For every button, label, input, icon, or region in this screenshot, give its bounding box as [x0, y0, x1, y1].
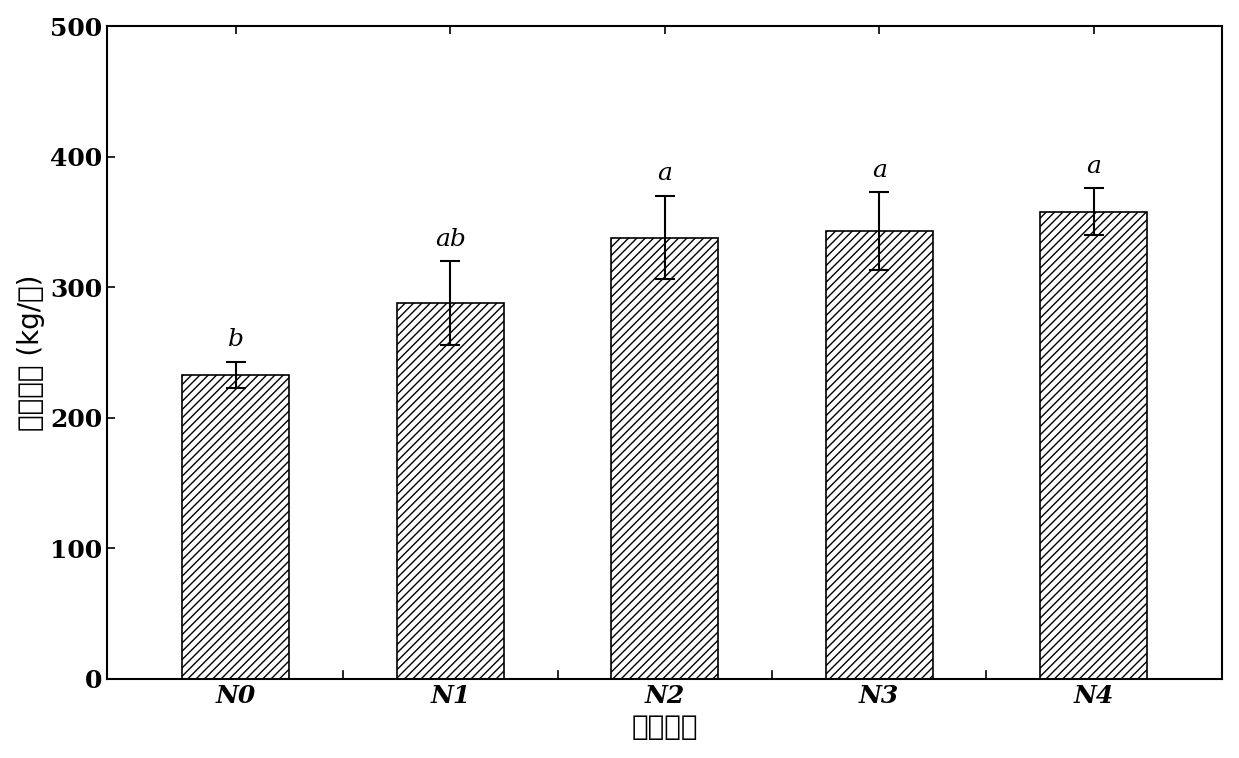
Text: ab: ab: [435, 227, 466, 251]
Bar: [611, 238, 719, 679]
Bar: [182, 374, 290, 679]
Bar: [1040, 211, 1147, 679]
Text: a: a: [658, 162, 673, 186]
Bar: [396, 303, 504, 679]
Text: b: b: [228, 328, 244, 351]
Text: a: a: [1087, 155, 1101, 177]
Bar: [825, 231, 933, 679]
Text: a: a: [872, 158, 887, 181]
Y-axis label: 大麦产量 (kg/亩): 大麦产量 (kg/亩): [16, 274, 45, 431]
X-axis label: 试验处理: 试验处理: [632, 713, 698, 741]
